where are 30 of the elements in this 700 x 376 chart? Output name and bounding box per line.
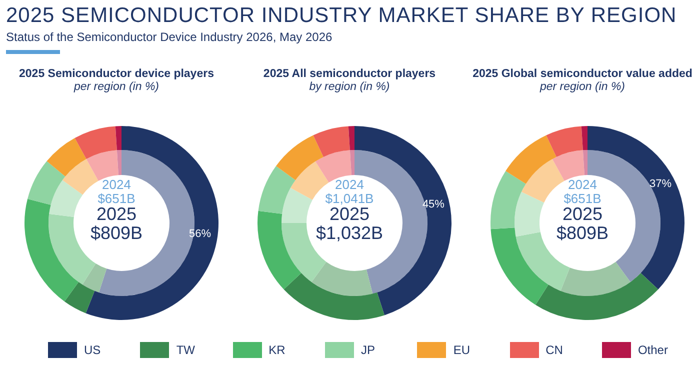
text: 2024 <box>101 177 132 192</box>
text: $809B <box>555 223 610 244</box>
chart-subtitle: per region (in %) <box>72 81 160 93</box>
text: 2025 SEMICONDUCTOR INDUSTRY MARKET SHARE BY REGION <box>6 4 678 28</box>
chart-title: 2025 Semiconductor device players <box>18 68 215 80</box>
legend-label: CN <box>546 343 563 357</box>
chart-title: 2025 All semiconductor players <box>262 68 437 80</box>
chart-subtitle: by region (in %) <box>308 81 391 93</box>
text: $1,041B <box>325 190 374 206</box>
chart-title: 2025 Global semiconductor value added <box>472 68 694 80</box>
legend-label: KR <box>268 343 286 357</box>
text: 2025 <box>561 204 604 224</box>
text: $1,032B <box>314 223 384 244</box>
text: 2025 <box>95 204 138 224</box>
legend-label: EU <box>453 343 470 357</box>
chart-subtitle: per region (in %) <box>538 81 626 93</box>
legend-label: TW <box>176 343 195 357</box>
text: Status of the Semiconductor Device Industry 2026, May 2026 <box>6 30 334 44</box>
legend-label: US <box>84 343 101 357</box>
text: 2024 <box>568 177 597 192</box>
data-label: 56% <box>188 228 212 240</box>
legend-label: Other <box>638 343 668 357</box>
data-label: 45% <box>422 198 445 211</box>
text: 2025 <box>329 204 370 224</box>
legend-label: JP <box>360 343 375 357</box>
text: $809B <box>90 223 143 244</box>
text: $651B <box>96 190 136 206</box>
text: $651B <box>562 190 602 206</box>
text: 2024 <box>334 177 365 192</box>
data-label: 37% <box>649 178 672 190</box>
